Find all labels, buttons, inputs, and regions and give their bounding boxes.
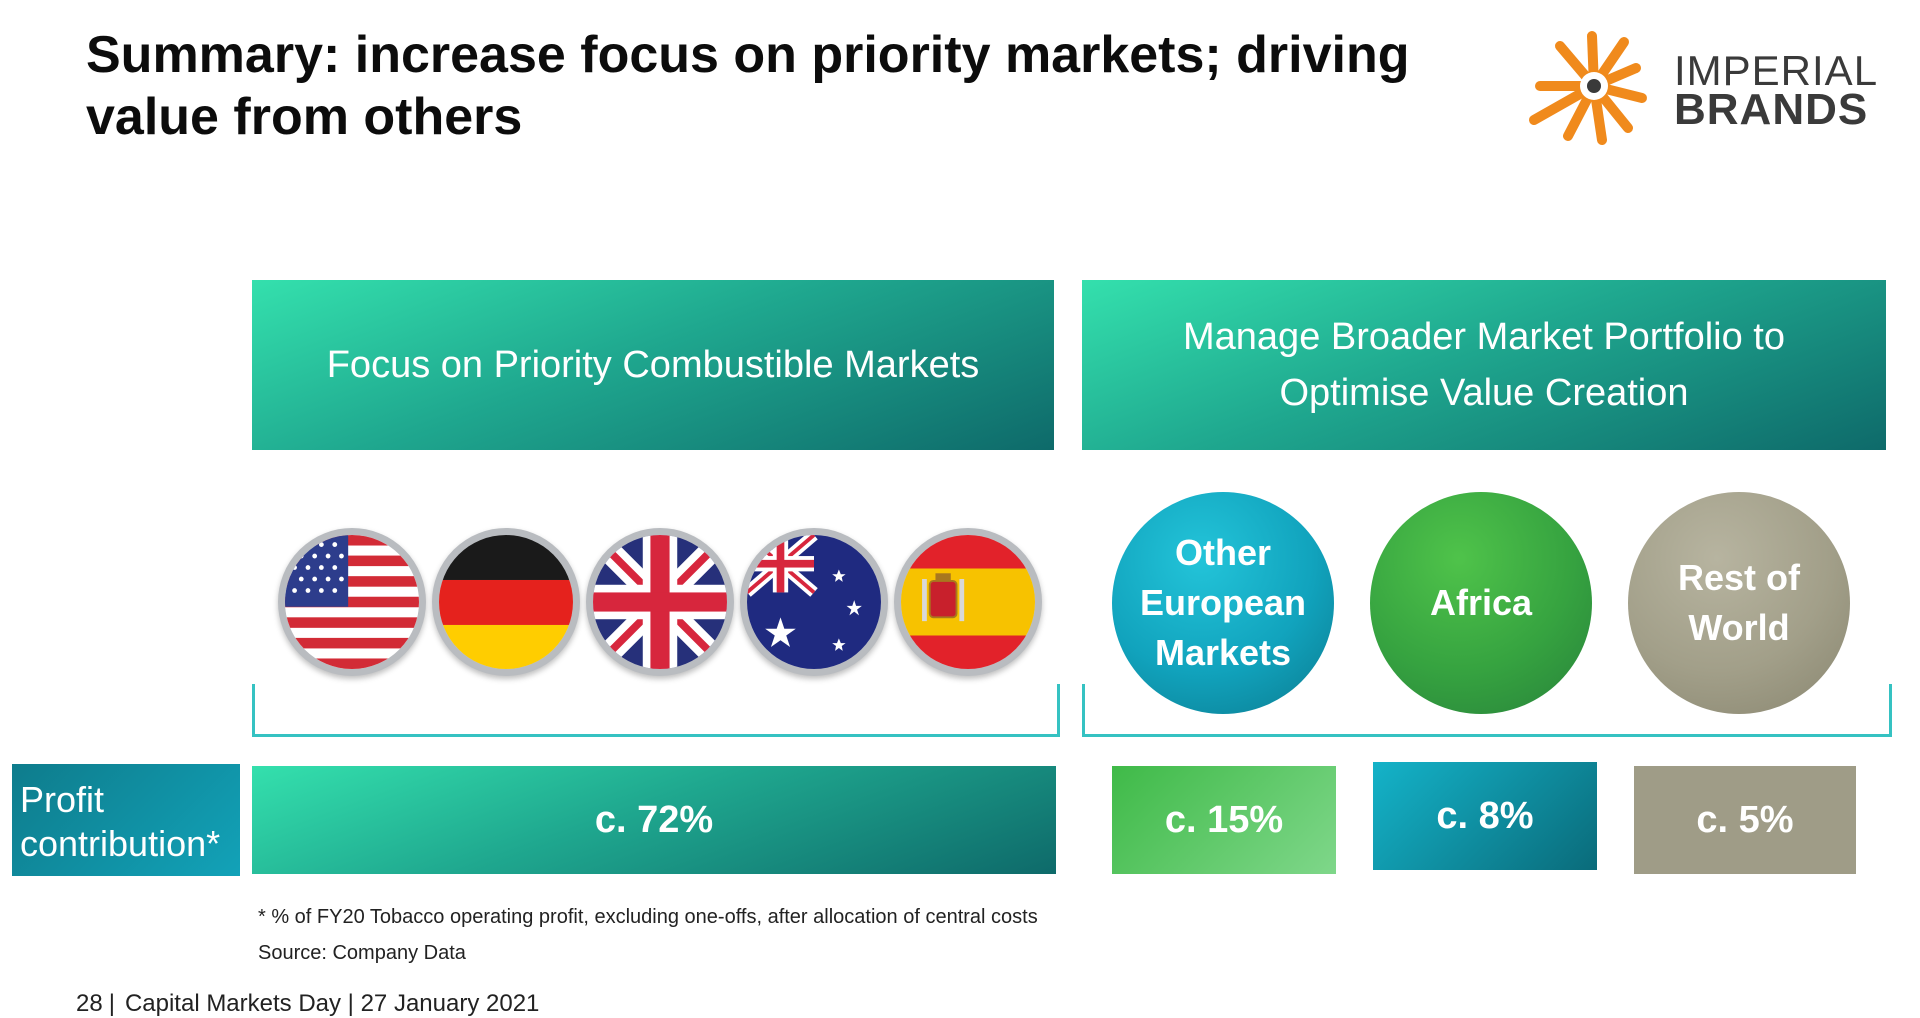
other-european-markets-circle: Other European Markets: [1112, 492, 1334, 714]
africa-profit-bar: c. 8%: [1373, 762, 1597, 870]
usa-flag-icon: [278, 528, 426, 676]
rest-of-world-profit-bar: c. 5%: [1634, 766, 1856, 874]
page-number: 28: [76, 990, 103, 1017]
rest-of-world-circle: Rest of World: [1628, 492, 1850, 714]
europe-profit-bar: c. 15%: [1112, 766, 1336, 874]
priority-bracket: [252, 684, 1060, 737]
footnote: * % of FY20 Tobacco operating profit, ex…: [258, 906, 1038, 928]
spain-flag-icon: [894, 528, 1042, 676]
uk-flag-icon: [586, 528, 734, 676]
germany-flag-icon: [432, 528, 580, 676]
priority-markets-banner: Focus on Priority Combustible Markets: [252, 280, 1054, 450]
logo-text-imperial: IMPERIAL: [1674, 47, 1879, 94]
logo-text-brands: BRANDS: [1674, 85, 1869, 134]
broader-portfolio-banner: Manage Broader Market Portfolio to Optim…: [1082, 280, 1886, 450]
footer-text: Capital Markets Day | 27 January 2021: [124, 990, 540, 1017]
priority-markets-profit-bar: c. 72%: [252, 766, 1056, 874]
starburst-logo-icon: [1529, 31, 1647, 145]
slide-title: Summary: increase focus on priority mark…: [86, 26, 1410, 146]
portfolio-bracket: [1082, 684, 1892, 737]
slide-footer: 28 | Capital Markets Day | 27 January 2021: [76, 990, 539, 1018]
africa-circle: Africa: [1370, 492, 1592, 714]
profit-contribution-label: Profit contribution*: [12, 764, 240, 876]
imperial-brands-logo: IMPERIAL BRANDS: [1524, 28, 1877, 148]
australia-flag-icon: [740, 528, 888, 676]
footer-separator: |: [108, 990, 115, 1017]
source-note: Source: Company Data: [258, 942, 466, 964]
